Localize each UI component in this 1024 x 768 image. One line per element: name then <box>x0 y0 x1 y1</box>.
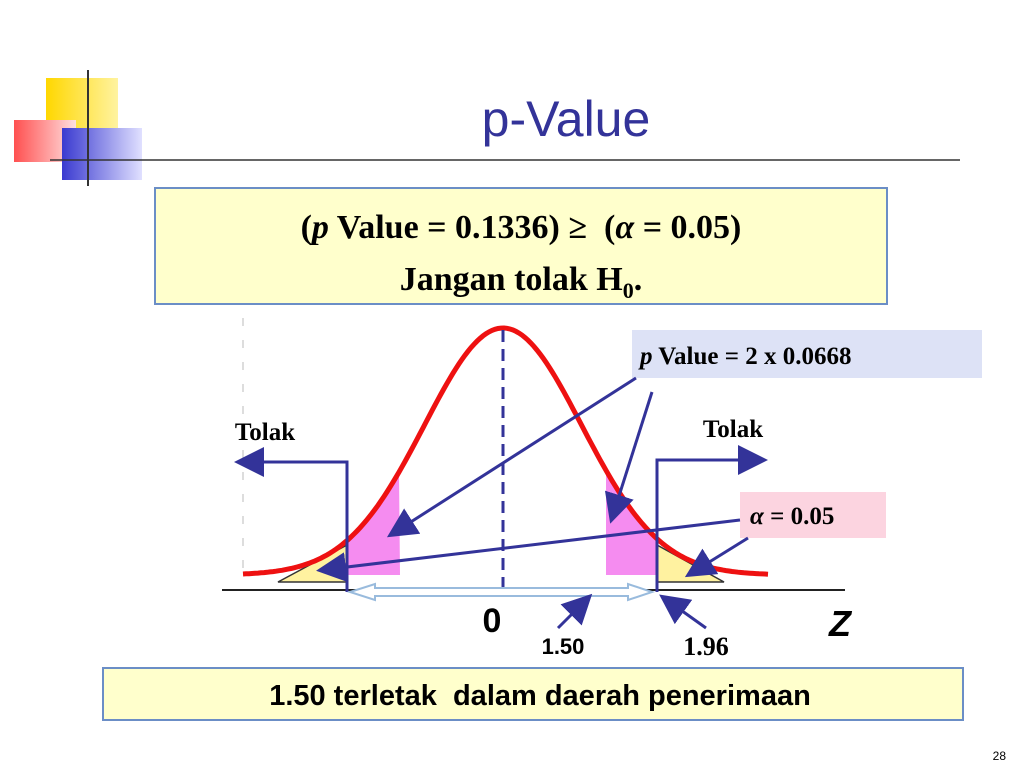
test-statistic: 1.50 <box>542 634 585 659</box>
reject-label: Tolak <box>703 416 763 443</box>
reject-bracket-right <box>655 445 768 592</box>
text: = 0.05) <box>634 209 741 246</box>
critical-value: 1.96 <box>683 632 729 661</box>
pointer-arrow <box>316 518 741 583</box>
pointer-arrow <box>604 391 654 524</box>
text: ( <box>301 209 312 246</box>
text: = 0.05 <box>764 503 835 530</box>
acceptance-arrow <box>346 582 656 602</box>
p-value-box <box>632 330 982 378</box>
title: p-Value <box>482 91 651 147</box>
decision-line1: (p Value = 0.1336) ≥ (α = 0.05) <box>301 209 742 246</box>
pointer-arrow <box>684 536 749 578</box>
pointer-arrow <box>556 593 593 630</box>
decision-line2: Jangan tolak H0. <box>400 261 642 303</box>
alpha-label: α = 0.05 <box>750 503 834 530</box>
p-value-label: p Value = 2 x 0.0668 <box>638 343 852 370</box>
deco-blue <box>62 128 142 180</box>
pointer-arrow <box>659 594 707 630</box>
pointer-arrow <box>386 376 637 538</box>
conclusion: 1.50 terletak dalam daerah penerimaan <box>269 680 811 712</box>
symbol: α <box>615 209 635 246</box>
decision-box <box>154 187 888 305</box>
page-number: 28 <box>993 749 1007 763</box>
shaded-region <box>347 472 400 575</box>
text: p <box>638 343 653 370</box>
text: . <box>634 261 643 298</box>
reject-label: Tolak <box>235 419 295 446</box>
text: Jangan tolak H <box>400 261 623 298</box>
reject-bracket-left <box>234 447 349 592</box>
axis-variable: Z <box>828 603 853 644</box>
text: p <box>309 209 329 246</box>
symbol: α <box>750 503 765 530</box>
conclusion-box <box>102 667 964 721</box>
text: Value = 2 x 0.0668 <box>653 343 852 370</box>
alpha-box <box>740 492 886 538</box>
origin-label: 0 <box>483 602 502 640</box>
rejection-region <box>656 543 725 583</box>
text: Value = 0.1336) ≥ ( <box>329 209 615 246</box>
subscript: 0 <box>623 278 634 303</box>
